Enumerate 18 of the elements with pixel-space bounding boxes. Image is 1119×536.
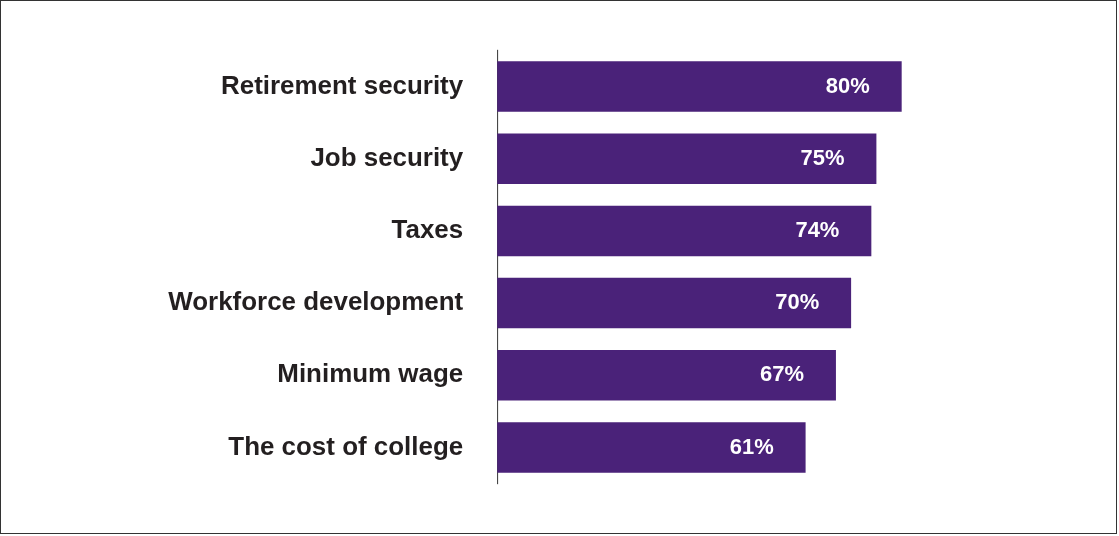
bar bbox=[497, 277, 852, 329]
y-tick-label: Retirement security bbox=[221, 70, 464, 99]
data-label: 70% bbox=[775, 289, 820, 315]
data-label: 67% bbox=[760, 361, 804, 387]
data-label: 74% bbox=[795, 216, 840, 242]
y-tick-label: Job security bbox=[310, 142, 464, 171]
bar bbox=[497, 205, 872, 257]
bar bbox=[497, 133, 877, 184]
data-label: 80% bbox=[825, 72, 870, 98]
bar bbox=[497, 422, 806, 473]
bar bbox=[497, 61, 902, 112]
data-label: 61% bbox=[729, 433, 774, 459]
y-tick-label: Workforce development bbox=[168, 287, 464, 316]
y-tick-label: The cost of college bbox=[228, 431, 464, 460]
bar bbox=[497, 350, 836, 401]
y-tick-label: Minimum wage bbox=[277, 359, 464, 388]
data-label: 75% bbox=[800, 144, 845, 170]
y-tick-label: Taxes bbox=[391, 215, 464, 244]
